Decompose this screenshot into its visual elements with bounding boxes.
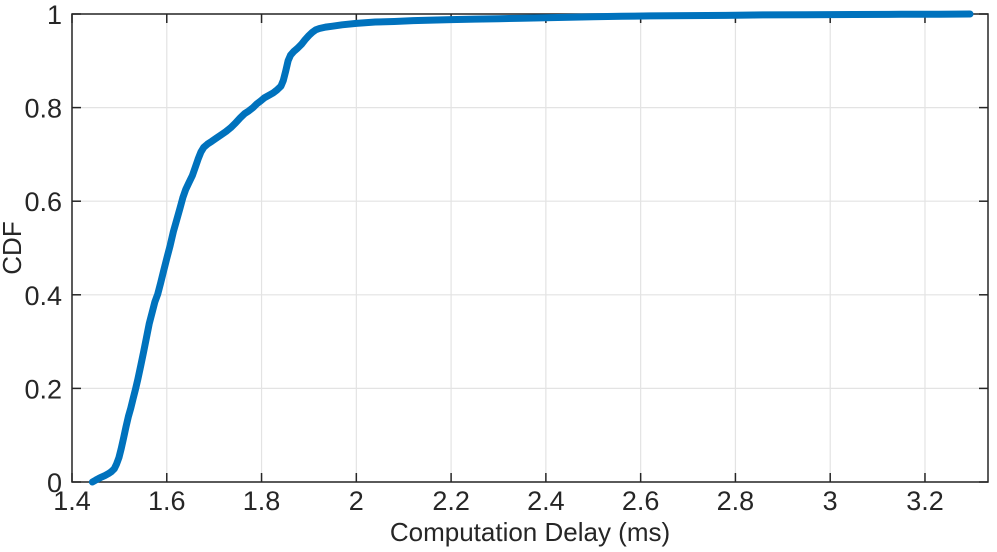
y-tick-label: 0.2 — [24, 374, 62, 404]
y-tick-label: 0 — [47, 468, 62, 498]
y-tick-label: 0.6 — [24, 187, 62, 217]
series-layer — [88, 10, 974, 486]
x-tick-label: 3.2 — [906, 486, 944, 516]
axis-layer — [71, 13, 989, 483]
x-tick-label: 1.8 — [243, 486, 281, 516]
x-tick-label: 2.4 — [527, 486, 565, 516]
x-tick-label: 3 — [823, 486, 838, 516]
y-tick-label: 0.8 — [24, 94, 62, 124]
y-tick-label: 1 — [47, 0, 62, 30]
y-tick-label: 0.4 — [24, 281, 62, 311]
x-axis-title: Computation Delay (ms) — [390, 517, 670, 547]
x-tick-label: 1.4 — [53, 486, 91, 516]
cdf-curve — [88, 10, 974, 486]
tick-label-layer: 1.4 1.6 1.8 2 2.2 2.4 2.6 2.8 3 3.2 0 0.2 0.4 0.6 0.8 1 — [24, 0, 943, 516]
x-tick-label: 2.2 — [432, 486, 470, 516]
x-tick-label: 1.6 — [148, 486, 186, 516]
axes-box — [71, 13, 989, 483]
x-tick-label: 2.6 — [622, 486, 660, 516]
y-axis-title: CDF — [0, 221, 27, 274]
x-tick-label: 2.8 — [717, 486, 755, 516]
x-tick-label: 2 — [349, 486, 364, 516]
grid-layer — [71, 13, 988, 483]
